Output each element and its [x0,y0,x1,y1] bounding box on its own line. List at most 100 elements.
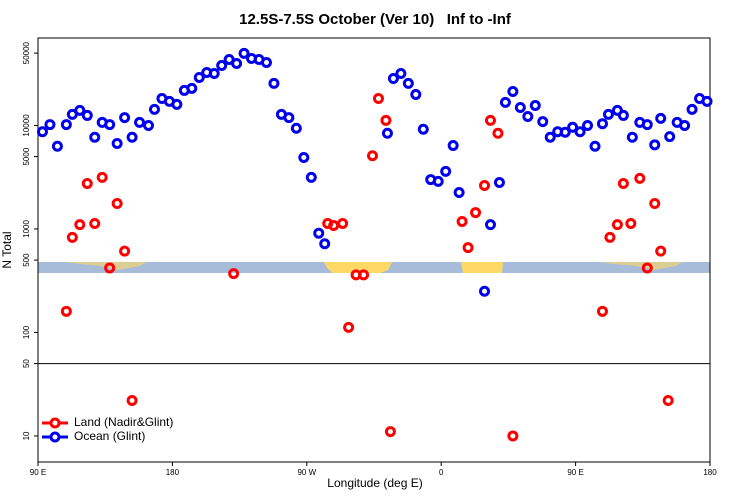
point [626,131,638,143]
plot-layer: 90 E 180 90 W 0 90 E 180 10 50 100 500 1000 5000 100… [22,41,717,477]
point [507,430,519,442]
point [395,67,407,79]
x-tick-label: 180 [703,468,717,477]
point [611,219,623,231]
point [171,98,183,110]
point [298,152,310,164]
point [81,177,93,189]
point [679,119,691,131]
point [634,172,646,184]
y-tick-label: 1000 [22,220,31,238]
point [410,89,422,101]
y-tick-label: 50000 [22,41,31,64]
point [589,140,601,152]
point [126,131,138,143]
point [216,59,228,71]
point [208,67,220,79]
x-tick-label: 180 [166,468,180,477]
point [529,99,541,111]
point [381,127,393,139]
point [596,305,608,317]
point [447,140,459,152]
point [484,114,496,126]
point [617,177,629,189]
point [238,47,250,59]
x-axis-label: Longitude (deg E) [327,476,422,490]
y-tick-label: 50 [22,359,31,368]
point [96,171,108,183]
point [641,262,653,274]
x-tick-label: 90 E [567,468,583,477]
point [372,93,384,105]
point [582,119,594,131]
point [499,96,511,108]
y-tick-label: 10 [22,431,31,440]
point [89,217,101,229]
point [143,119,155,131]
point [537,116,549,128]
point [60,119,72,131]
point [60,305,72,317]
point [231,57,243,69]
point [313,227,325,239]
point [51,140,63,152]
point [74,104,86,116]
point [148,103,160,115]
chart-title: 12.5S-7.5S October (Ver 10) Inf to -Inf [239,11,512,28]
point [387,73,399,85]
point [44,119,56,131]
point [119,112,131,124]
point [456,216,468,228]
point [649,139,661,151]
land-patch [324,262,392,273]
point [337,217,349,229]
point [596,118,608,130]
point [66,231,78,243]
x-tick-label: 0 [439,468,444,477]
point [290,122,302,134]
land-patch [600,262,682,270]
point [417,123,429,135]
point [641,119,653,131]
point [492,127,504,139]
point [36,126,48,138]
point [81,109,93,121]
point [367,150,379,162]
point [74,219,86,231]
point [358,269,370,281]
point [625,217,637,229]
point [544,131,556,143]
point [493,177,505,189]
point [462,242,474,254]
plot-frame [37,37,711,463]
point [119,245,131,257]
point [701,95,713,107]
surface-band [38,262,710,273]
land-patch [461,262,503,273]
point [104,119,116,131]
point [260,56,272,68]
point [343,321,355,333]
point [111,198,123,210]
point [567,121,579,133]
point [559,126,571,138]
y-tick-label: 10000 [22,114,31,137]
point [89,131,101,143]
y-tick-label: 5000 [22,147,31,165]
x-tick-label: 90 E [30,468,46,477]
legend-label: Ocean (Glint) [74,429,145,443]
legend-marker [49,417,61,429]
point [479,179,491,191]
point [104,262,116,274]
point [686,103,698,115]
legend-marker [49,431,61,443]
point [111,137,123,149]
point [283,112,295,124]
point [268,77,280,89]
point [319,238,331,250]
point [432,175,444,187]
point [470,207,482,219]
point [617,109,629,121]
